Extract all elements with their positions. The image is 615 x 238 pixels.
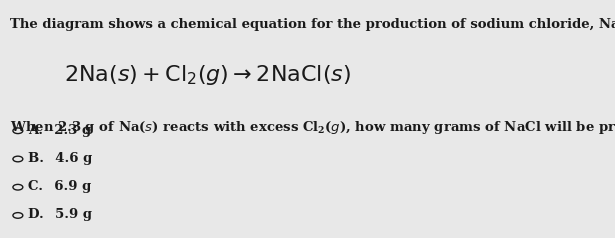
Text: The diagram shows a chemical equation for the production of sodium chloride, NaC: The diagram shows a chemical equation fo…: [10, 18, 615, 31]
Text: When 2.3 g of Na($s$) reacts with excess $\mathregular{Cl_2}$($g$), how many gra: When 2.3 g of Na($s$) reacts with excess…: [10, 119, 615, 136]
Text: D.  5.9 g: D. 5.9 g: [28, 208, 92, 221]
Text: C.  6.9 g: C. 6.9 g: [28, 180, 92, 193]
Text: $2\mathrm{Na}(s) + \mathrm{Cl_2}(g) \rightarrow 2\mathrm{NaCl}(s)$: $2\mathrm{Na}(s) + \mathrm{Cl_2}(g) \rig…: [64, 63, 351, 87]
Text: B.  4.6 g: B. 4.6 g: [28, 152, 92, 165]
Text: A.  2.3 g: A. 2.3 g: [28, 124, 91, 137]
